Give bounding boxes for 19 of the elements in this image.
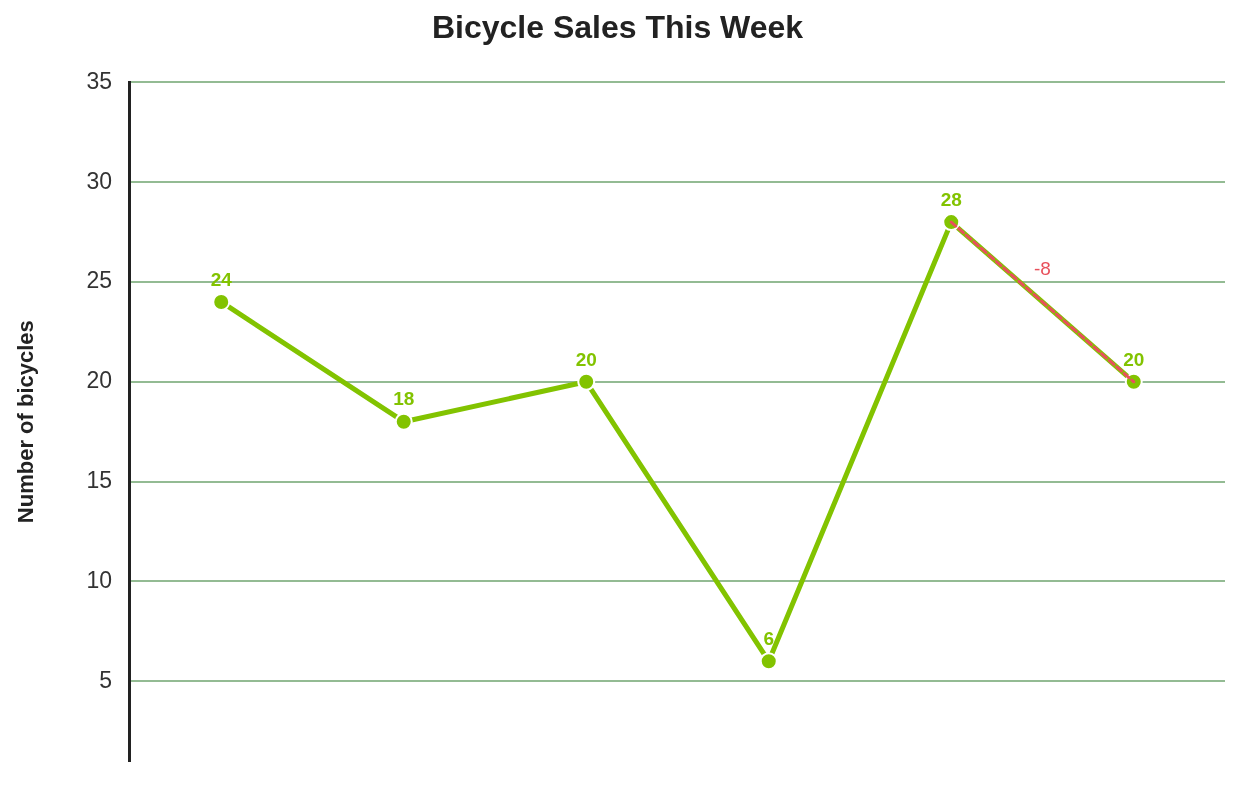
y-axis-title: Number of bicycles	[13, 320, 39, 524]
point	[394, 412, 413, 431]
data-label: 6	[763, 627, 775, 649]
point	[577, 372, 596, 391]
data-label: 20	[1123, 348, 1145, 370]
annotation: -8	[1034, 258, 1051, 280]
y-tick-label: 20	[86, 367, 112, 394]
data-label: 24	[210, 268, 233, 290]
y-tick-label: 30	[86, 167, 112, 194]
y-tick-label: 25	[86, 267, 112, 294]
data-label: 28	[940, 188, 962, 210]
y-tick-label: 10	[86, 566, 112, 593]
chart-title: Bicycle Sales This Week	[431, 9, 804, 46]
y-tick-label: 5	[99, 666, 112, 693]
data-label: 20	[575, 348, 597, 370]
y-tick-label: 35	[86, 67, 112, 94]
data-label: 18	[393, 388, 415, 410]
point	[759, 652, 778, 671]
y-tick-label: 15	[86, 466, 112, 493]
